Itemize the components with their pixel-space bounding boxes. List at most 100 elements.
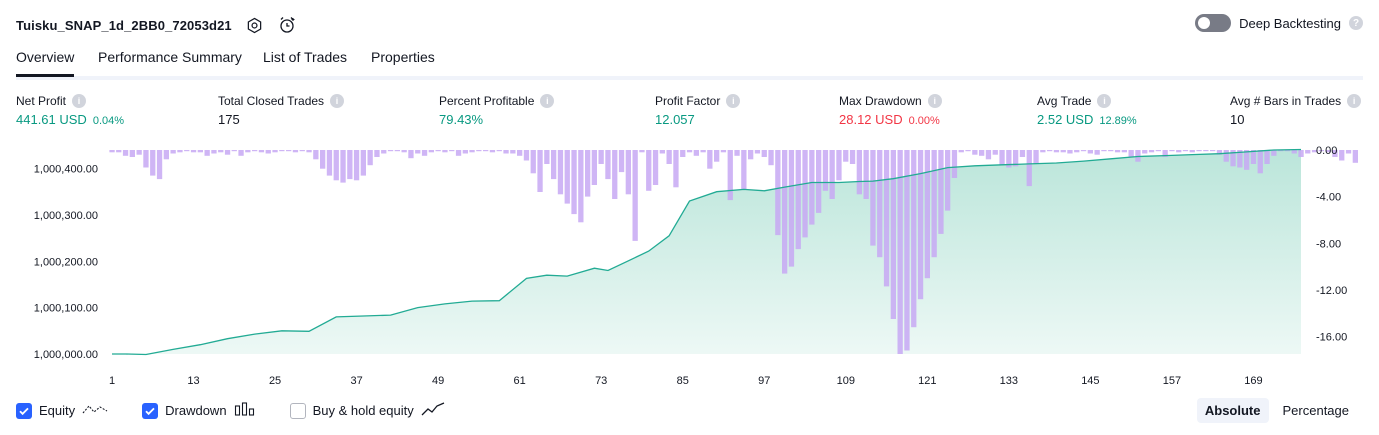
- gear-icon[interactable]: [246, 16, 264, 34]
- drawdown-bar: [999, 150, 1005, 166]
- buy-hold-checkbox[interactable]: [289, 402, 306, 419]
- drawdown-bar: [1033, 150, 1039, 164]
- drawdown-bar: [965, 150, 971, 152]
- drawdown-bar: [265, 150, 271, 154]
- report-header: Tuisku_SNAP_1d_2BB0_72053d21: [16, 14, 296, 36]
- chart-legend: Equity Drawdown Buy & hold equity: [16, 401, 479, 420]
- drawdown-axis-tick-label: -4.00: [1316, 192, 1341, 204]
- drawdown-bar: [476, 150, 482, 152]
- drawdown-bar: [659, 150, 665, 154]
- drawdown-bar: [1203, 150, 1209, 152]
- x-axis-tick-label: 121: [918, 375, 936, 387]
- info-icon[interactable]: i: [540, 94, 555, 108]
- metric-percent-profitable: Percent Profitable i 79.43%: [439, 94, 555, 127]
- tab-overview[interactable]: Overview: [16, 49, 75, 77]
- drawdown-bar: [1291, 150, 1297, 154]
- legend-buy-hold[interactable]: Buy & hold equity: [289, 401, 445, 420]
- metric-label: Net Profit: [16, 94, 67, 108]
- drawdown-bar: [856, 150, 862, 195]
- drawdown-bar: [557, 150, 564, 195]
- drawdown-bar: [1264, 150, 1270, 164]
- drawdown-bar: [156, 150, 163, 180]
- drawdown-bar: [972, 150, 978, 155]
- drawdown-bar: [204, 150, 210, 156]
- drawdown-bar: [449, 150, 455, 152]
- metric-label: Total Closed Trades: [218, 94, 325, 108]
- drawdown-bar: [591, 150, 597, 185]
- drawdown-bar: [911, 150, 917, 328]
- x-axis-tick-label: 109: [837, 375, 855, 387]
- legend-drawdown[interactable]: Drawdown: [142, 401, 255, 420]
- drawdown-bar: [836, 150, 842, 181]
- drawdown-bar: [353, 150, 360, 181]
- drawdown-bar: [129, 150, 135, 157]
- alarm-clock-icon[interactable]: [278, 16, 296, 34]
- drawdown-bar: [931, 150, 937, 258]
- x-axis-tick-label: 13: [187, 375, 199, 387]
- deep-backtesting-toggle[interactable]: [1195, 14, 1232, 32]
- drawdown-bar: [143, 150, 149, 168]
- drawdown-bar: [1121, 150, 1127, 153]
- info-icon[interactable]: i: [927, 94, 942, 108]
- drawdown-bar: [1101, 150, 1107, 152]
- help-icon[interactable]: ?: [1349, 16, 1363, 30]
- drawdown-bar: [170, 150, 176, 154]
- drawdown-bar: [1128, 150, 1134, 157]
- drawdown-bar: [1074, 150, 1080, 153]
- drawdown-bar: [1189, 150, 1195, 153]
- drawdown-bar: [306, 150, 312, 153]
- drawdown-bar: [442, 150, 448, 153]
- tab-performance-summary[interactable]: Performance Summary: [98, 49, 242, 65]
- drawdown-bar: [177, 150, 183, 153]
- drawdown-bar: [347, 150, 353, 180]
- metric-profit-factor: Profit Factor i 12.057: [655, 94, 741, 127]
- info-icon[interactable]: i: [1347, 94, 1362, 108]
- x-axis-tick-label: 85: [677, 375, 689, 387]
- equity-checkbox[interactable]: [16, 402, 32, 419]
- drawdown-bar: [387, 150, 394, 152]
- drawdown-bar: [510, 150, 516, 154]
- drawdown-checkbox[interactable]: [142, 402, 159, 419]
- metric-value: 79.43%: [439, 112, 484, 127]
- x-axis-tick-label: 49: [432, 375, 444, 387]
- drawdown-bar: [292, 150, 299, 153]
- legend-equity[interactable]: Equity: [16, 401, 108, 420]
- drawdown-bar: [571, 150, 577, 215]
- drawdown-bar: [1318, 150, 1324, 152]
- drawdown-bar: [707, 150, 713, 169]
- metric-value: 175: [218, 112, 240, 127]
- metric-value: 10: [1230, 112, 1245, 127]
- absolute-button[interactable]: Absolute: [1196, 398, 1269, 423]
- x-axis-tick-label: 97: [758, 375, 770, 387]
- drawdown-bar: [1339, 150, 1345, 161]
- percentage-button[interactable]: Percentage: [1282, 403, 1350, 418]
- drawdown-bar: [122, 150, 129, 156]
- drawdown-bar: [1325, 150, 1331, 153]
- drawdown-bar: [320, 150, 326, 169]
- drawdown-bar: [809, 150, 815, 225]
- x-axis-tick-label: 169: [1244, 375, 1262, 387]
- tab-list-of-trades[interactable]: List of Trades: [263, 49, 348, 65]
- drawdown-bar: [979, 150, 985, 156]
- drawdown-bar: [272, 150, 278, 153]
- drawdown-bar: [775, 150, 781, 236]
- metric-label: Avg Trade: [1037, 94, 1092, 108]
- y-axis-tick-label: 1,000,100.00: [34, 303, 98, 315]
- info-icon[interactable]: i: [72, 94, 87, 108]
- drawdown-bar: [598, 150, 604, 164]
- x-axis-tick-label: 37: [350, 375, 362, 387]
- y-axis-tick-label: 1,000,200.00: [34, 256, 98, 268]
- drawdown-bar: [1148, 150, 1155, 153]
- info-icon[interactable]: i: [330, 94, 345, 108]
- info-icon[interactable]: i: [1097, 94, 1112, 108]
- drawdown-bar: [992, 150, 998, 155]
- info-icon[interactable]: i: [726, 94, 741, 108]
- drawdown-bar: [184, 150, 190, 152]
- drawdown-bar: [924, 150, 930, 279]
- drawdown-bar: [632, 150, 638, 241]
- drawdown-bars-icon: [234, 401, 256, 420]
- drawdown-bar: [1108, 150, 1114, 152]
- drawdown-bar: [469, 150, 475, 153]
- tab-properties[interactable]: Properties: [371, 49, 435, 65]
- equity-drawdown-chart[interactable]: 1,000,400.00 1,000,300.00 1,000,200.00 1,00…: [0, 138, 1379, 388]
